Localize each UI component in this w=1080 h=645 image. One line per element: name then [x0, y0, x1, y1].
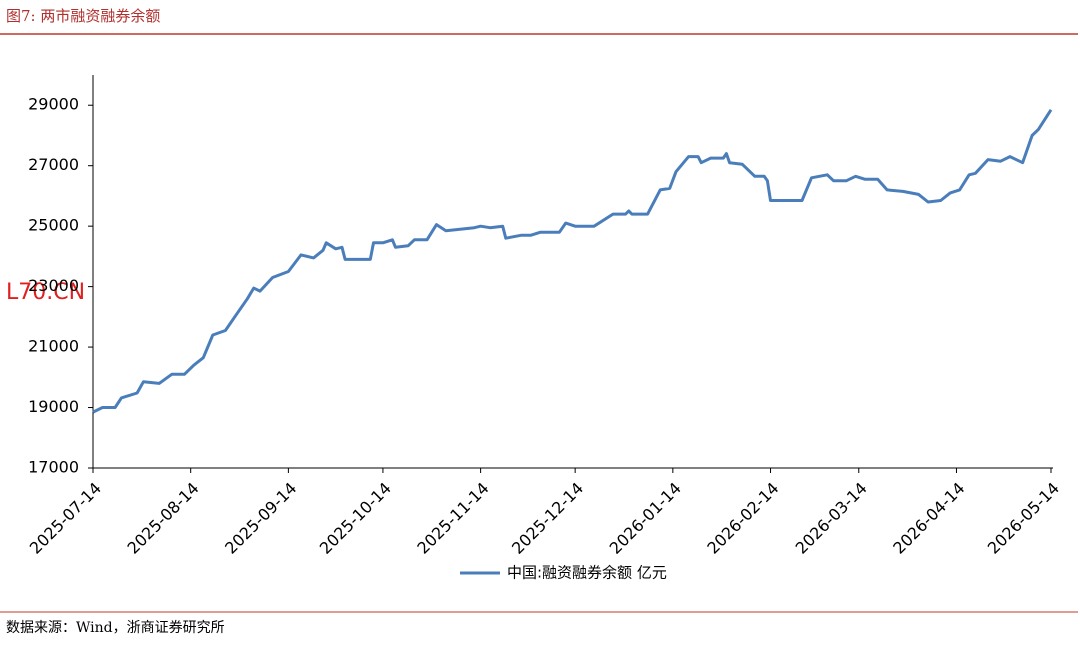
y-tick-label: 27000	[28, 155, 79, 174]
x-tick-label: 2025-07-14	[26, 479, 105, 558]
y-tick-label: 19000	[28, 397, 79, 416]
y-tick-label: 25000	[28, 216, 79, 235]
x-tick-label: 2026-05-14	[984, 479, 1063, 558]
x-tick-label: 2026-02-14	[703, 479, 782, 558]
data-line	[92, 108, 1053, 414]
y-tick-label: 17000	[28, 458, 79, 477]
source: 数据来源：Wind，浙商证券研究所	[6, 620, 225, 636]
y-tick-label: 21000	[28, 337, 79, 356]
x-tick-label: 2025-10-14	[316, 479, 395, 558]
x-tick-label: 2025-11-14	[413, 479, 492, 558]
legend-label: 中国:融资融券余额 亿元	[507, 564, 667, 582]
x-tick-label: 2026-03-14	[792, 479, 871, 558]
watermark: L70.CN	[6, 280, 85, 305]
x-tick-label: 2026-04-14	[889, 479, 968, 558]
y-tick-label: 29000	[28, 95, 79, 114]
x-tick-label: 2025-09-14	[221, 479, 300, 558]
figure-title: 图7: 两市融资融券余额	[6, 7, 160, 25]
x-tick-label: 2025-12-14	[508, 479, 587, 558]
x-tick-label: 2026-01-14	[606, 479, 685, 558]
y-tick-label: 23000	[28, 276, 79, 295]
x-tick-label: 2025-08-14	[124, 479, 203, 558]
